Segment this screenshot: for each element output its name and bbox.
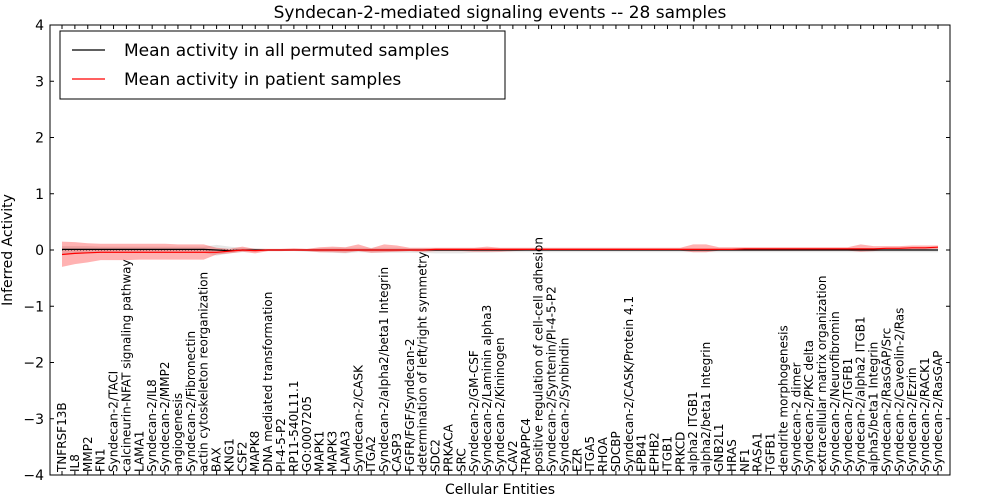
x-tick-label: BAX	[210, 447, 224, 472]
x-tick-label: Syndecan-2/GM-CSF	[467, 350, 481, 472]
x-tick-label: LAMA3	[338, 431, 352, 472]
x-tick-label: SRC	[454, 448, 468, 472]
x-tick-label: HRAS	[725, 439, 739, 472]
x-axis-ticks	[61, 25, 939, 475]
legend: Mean activity in all permuted samples Me…	[59, 30, 506, 100]
x-tick-label: DNA mediated transformation	[261, 292, 275, 472]
x-tick-label: Syndecan-2 dimer	[789, 362, 803, 472]
x-tick-label: Syndecan-2/alpha2 ITGB1	[854, 316, 868, 472]
x-tick-label: Syndecan-2/Syntenin/PI-4-5-P2	[545, 286, 559, 472]
x-tick-label: angiogenesis	[171, 393, 185, 472]
legend-label-patient: Mean activity in patient samples	[124, 70, 401, 90]
x-tick-label: ITGA5	[583, 436, 597, 472]
x-tick-label: IL8	[68, 454, 82, 472]
series-lines	[61, 246, 939, 256]
x-tick-label: SDCBP	[609, 431, 623, 472]
x-tick-label: Syndecan-2/Caveolin-2/Ras	[892, 308, 906, 472]
x-tick-label: FN1	[94, 448, 108, 472]
y-tick-label: 0	[35, 243, 44, 259]
x-tick-label: SDC2	[429, 439, 443, 472]
x-tick-label: RHOA	[596, 436, 610, 472]
x-tick-label: CASP3	[390, 433, 404, 472]
x-tick-label: GNB2L1	[712, 424, 726, 472]
x-tick-label: EPHB2	[648, 432, 662, 472]
x-tick-label: RASA1	[751, 432, 765, 472]
y-tick-label: 2	[35, 131, 44, 147]
x-tick-labels: TNFRSF13BIL8MMP2FN1Syndecan-2/TACIcalcin…	[55, 237, 945, 473]
y-tick-label: −1	[23, 299, 44, 315]
x-tick-label: TNFRSF13B	[55, 402, 69, 473]
x-tick-label: Syndecan-2/Kininogen	[493, 337, 507, 472]
x-tick-label: EPB41	[635, 434, 649, 472]
x-tick-label: Syndecan-2/RasGAP	[931, 351, 945, 472]
x-tick-label: Syndecan-2/Neurofibromin	[828, 311, 842, 472]
x-tick-label: Syndecan-2/RasGAP/Src	[880, 328, 894, 472]
chart-title: Syndecan-2-mediated signaling events -- …	[274, 3, 727, 23]
x-tick-label: Syndecan-2/CASK	[351, 364, 365, 472]
x-tick-label: TRAPPC4	[519, 418, 533, 473]
x-tick-label: MAPK8	[248, 431, 262, 472]
x-tick-label: calcineurin-NFAT signaling pathway	[119, 259, 133, 472]
x-tick-label: CAV2	[506, 440, 520, 472]
x-tick-label: EZR	[570, 448, 584, 472]
y-tick-label: 4	[35, 18, 44, 34]
x-tick-label: Syndecan-2/CASK/Protein 4.1	[622, 296, 636, 472]
x-tick-label: PRKCD	[673, 432, 687, 472]
x-tick-label: LAMA1	[132, 431, 146, 472]
series-line-1	[61, 246, 939, 256]
x-tick-label: PI-4-5-P2	[274, 418, 288, 472]
x-tick-label: Syndecan-2/Laminin alpha3	[480, 305, 494, 472]
x-tick-label: RP11-540L11.1	[287, 381, 301, 472]
x-tick-label: alpha2 ITGB1	[686, 391, 700, 472]
x-tick-label: MAPK3	[326, 431, 340, 472]
x-tick-label: TGFB1	[764, 433, 778, 473]
x-tick-label: FGFR/FGF/Syndecan-2	[403, 339, 417, 472]
x-tick-label: Syndecan-2/TACI	[107, 371, 121, 472]
x-tick-label: positive regulation of cell-cell adhesio…	[532, 237, 546, 472]
x-tick-label: NF1	[738, 448, 752, 472]
x-tick-label: MMP2	[81, 436, 95, 472]
x-axis-title: Cellular Entities	[445, 482, 555, 498]
x-tick-label: alpha2/beta1 Integrin	[699, 342, 713, 472]
x-tick-label: PRKACA	[442, 423, 456, 472]
x-tick-label: KNG1	[223, 438, 237, 472]
x-tick-label: Syndecan-2/RACK1	[918, 357, 932, 472]
x-tick-label: Syndecan-2/Ezrin	[905, 367, 919, 472]
x-tick-label: determination of left/right symmetry	[416, 252, 430, 472]
x-tick-label: MAPK1	[313, 431, 327, 472]
legend-label-permuted: Mean activity in all permuted samples	[124, 41, 449, 61]
y-tick-label: −2	[23, 356, 44, 372]
x-tick-label: Syndecan-2/Fibronectin	[184, 331, 198, 472]
y-tick-label: −4	[23, 468, 44, 484]
y-tick-label: −3	[23, 412, 44, 428]
legend-box	[59, 30, 506, 100]
x-tick-label: ITGB1	[661, 436, 675, 472]
band-series-1	[62, 241, 938, 267]
x-tick-label: alpha5/beta1 Integrin	[867, 342, 881, 472]
x-tick-label: Syndecan-2/MMP2	[158, 362, 172, 472]
x-tick-label: GO:0007205	[300, 396, 314, 472]
x-tick-label: extracellular matrix organization	[815, 276, 829, 473]
x-tick-label: actin cytoskeleton reorganization	[197, 272, 211, 472]
x-tick-label: Syndecan-2/alpha2/beta1 Integrin	[377, 267, 391, 472]
x-tick-label: ITGA2	[364, 436, 378, 472]
y-tick-label: 3	[35, 74, 44, 90]
x-tick-label: dendrite morphogenesis	[776, 325, 790, 472]
y-axis-title: Inferred Activity	[0, 194, 16, 306]
x-tick-label: Syndecan-2/IL8	[145, 379, 159, 472]
y-tick-label: 1	[35, 187, 44, 203]
x-tick-label: Syndecan-2/Synbindin	[557, 338, 571, 472]
y-axis-ticks: −4 −3 −2 −1 0 1 2 3 4	[23, 18, 950, 484]
x-tick-label: Syndecan-2/PKC delta	[802, 340, 816, 472]
x-tick-label: CSF2	[235, 441, 249, 472]
x-tick-label: Syndecan-2/TGFB1	[841, 358, 855, 472]
